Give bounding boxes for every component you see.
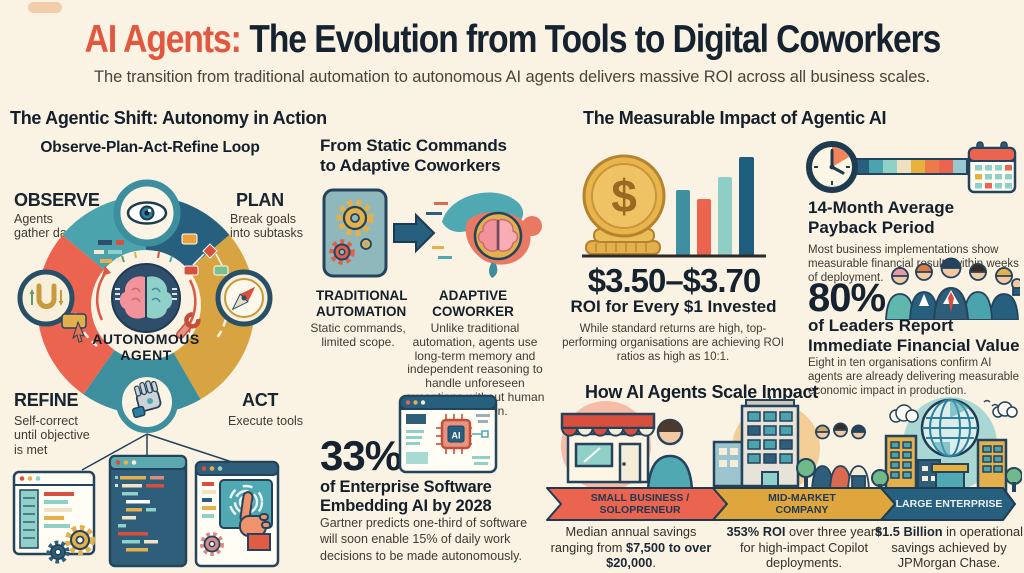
agentic-shift-heading: The Agentic Shift: Autonomy in Action — [10, 108, 327, 128]
step-refine-desc: Self-correct until objective is met — [14, 414, 90, 457]
decorative-mark — [28, 2, 62, 13]
tier-desc-bold: $7,500 to over $20,000 — [606, 539, 712, 571]
leaders-label: of Leaders Report Immediate Financial Va… — [808, 316, 1020, 355]
enterprise-globe-icon — [871, 397, 1022, 492]
adaptive-coworker-label: ADAPTIVE COWORKER — [432, 288, 514, 319]
stat-33-label: of Enterprise Software Embedding AI by 2… — [320, 478, 492, 515]
roi-illustration: $ — [582, 154, 766, 258]
compass-icon — [215, 269, 273, 327]
tier-desc-post: in operational savings achieved by JPMor… — [891, 524, 1023, 571]
tier-large-enterprise-banner: LARGE ENTERPRISE — [895, 497, 1003, 510]
step-refine-label: REFINE — [14, 390, 79, 410]
code-editor-icon — [108, 454, 188, 568]
stat-33-value: 33% — [320, 432, 402, 479]
step-observe-label: OBSERVE — [14, 190, 100, 210]
page-subtitle: The transition from traditional automati… — [94, 68, 930, 86]
step-act-desc: Execute tools — [228, 414, 304, 428]
tier-desc-post: over three years for high-impact Copilot… — [739, 524, 882, 571]
click-card-icon — [61, 313, 87, 343]
opar-loop-diagram — [17, 179, 273, 433]
page-title: AI Agents: The Evolution from Tools to Di… — [0, 18, 1024, 62]
cloud-icon — [889, 401, 1018, 423]
title-accent: AI Agents: — [84, 18, 241, 61]
brain-icon — [95, 251, 197, 333]
click-window-icon — [194, 460, 280, 568]
measurable-impact-heading: The Measurable Impact of Agentic AI — [583, 108, 887, 128]
leaders-value: 80% — [808, 276, 886, 320]
loop-center-label: AUTONOMOUS AGENT — [92, 331, 200, 364]
gear-icon — [46, 540, 70, 564]
automation-vs-coworker-illustration — [322, 188, 542, 278]
wrench-icon — [176, 312, 201, 339]
ai-chip-label: AI — [452, 431, 461, 441]
adaptive-brain-icon — [426, 192, 542, 278]
static-to-adaptive-heading: From Static Commands to Adaptive Coworke… — [320, 136, 507, 175]
step-plan-desc: Break goals into subtasks — [230, 212, 303, 241]
people-icon — [885, 257, 1020, 320]
tier-large-enterprise-desc: $1.5 Billion in operational savings achi… — [874, 524, 1024, 571]
coin-icon: $ — [582, 154, 666, 255]
tier-mid-market-banner: MID-MARKET COMPANY — [768, 491, 836, 516]
tier-desc-post: . — [652, 555, 656, 571]
traditional-automation-label: TRADITIONAL AUTOMATION — [316, 288, 408, 319]
gear-icon — [200, 532, 224, 556]
tier-desc-bold: 353% ROI — [726, 524, 786, 539]
ai-chip-icon: AI — [436, 414, 489, 454]
payback-illustration — [806, 141, 1017, 194]
arrow-right-icon — [393, 212, 436, 254]
gear-icon — [65, 525, 95, 555]
midmarket-building-icon — [712, 396, 870, 490]
flowchart-icon — [181, 233, 229, 276]
step-act-label: ACT — [242, 390, 279, 410]
step-plan-label: PLAN — [236, 190, 284, 210]
timeline-bar-icon — [854, 158, 968, 175]
roi-value: $3.50–$3.70 — [587, 262, 762, 299]
automation-device-icon — [322, 188, 388, 278]
ai-software-window: AI — [398, 394, 498, 474]
loop-title: Observe-Plan-Act-Refine Loop — [40, 139, 260, 156]
tier-desc-bold: $1.5 Billion — [875, 524, 943, 539]
roi-desc: While standard returns are high, top-per… — [562, 323, 784, 364]
calendar-icon — [967, 141, 1017, 194]
traditional-automation-desc: Static commands, limited scope. — [310, 321, 406, 349]
globe-icon — [920, 398, 980, 458]
scale-banner — [546, 487, 1016, 521]
robot-hand-icon — [116, 371, 178, 433]
stat-33-desc: Gartner predicts one-third of software w… — [320, 516, 528, 563]
scale-impact-heading: How AI Agents Scale Impact — [585, 382, 818, 402]
title-rest: The Evolution from Tools to Digital Cowo… — [248, 18, 941, 61]
browser-window-gears-icon — [12, 470, 96, 564]
pointing-hand-icon — [239, 491, 271, 551]
eye-icon — [113, 179, 181, 247]
tier-desc-pre: Median annual savings ranging from — [550, 524, 697, 555]
leaders-desc: Eight in ten organisations confirm AI ag… — [808, 357, 1019, 398]
tier-mid-market-desc: 353% ROI over three years for high-impac… — [720, 524, 888, 571]
tier-small-business-banner: SMALL BUSINESS / SOLOPRENEUR — [590, 491, 690, 516]
roi-label: ROI for Every $1 Invested — [570, 297, 777, 316]
clock-icon — [806, 141, 858, 193]
dollar-symbol: $ — [611, 170, 637, 222]
tool-windows-illustration — [12, 433, 280, 568]
storefront-icon — [560, 401, 694, 490]
tier-small-business-desc: Median annual savings ranging from $7,50… — [550, 524, 712, 571]
data-dashes-icon — [94, 240, 124, 263]
bar-chart-icon — [676, 157, 754, 256]
magnet-icon — [17, 269, 75, 327]
payback-label: 14-Month Average Payback Period — [808, 198, 955, 237]
payback-desc: Most business implementations show measu… — [808, 244, 1019, 285]
